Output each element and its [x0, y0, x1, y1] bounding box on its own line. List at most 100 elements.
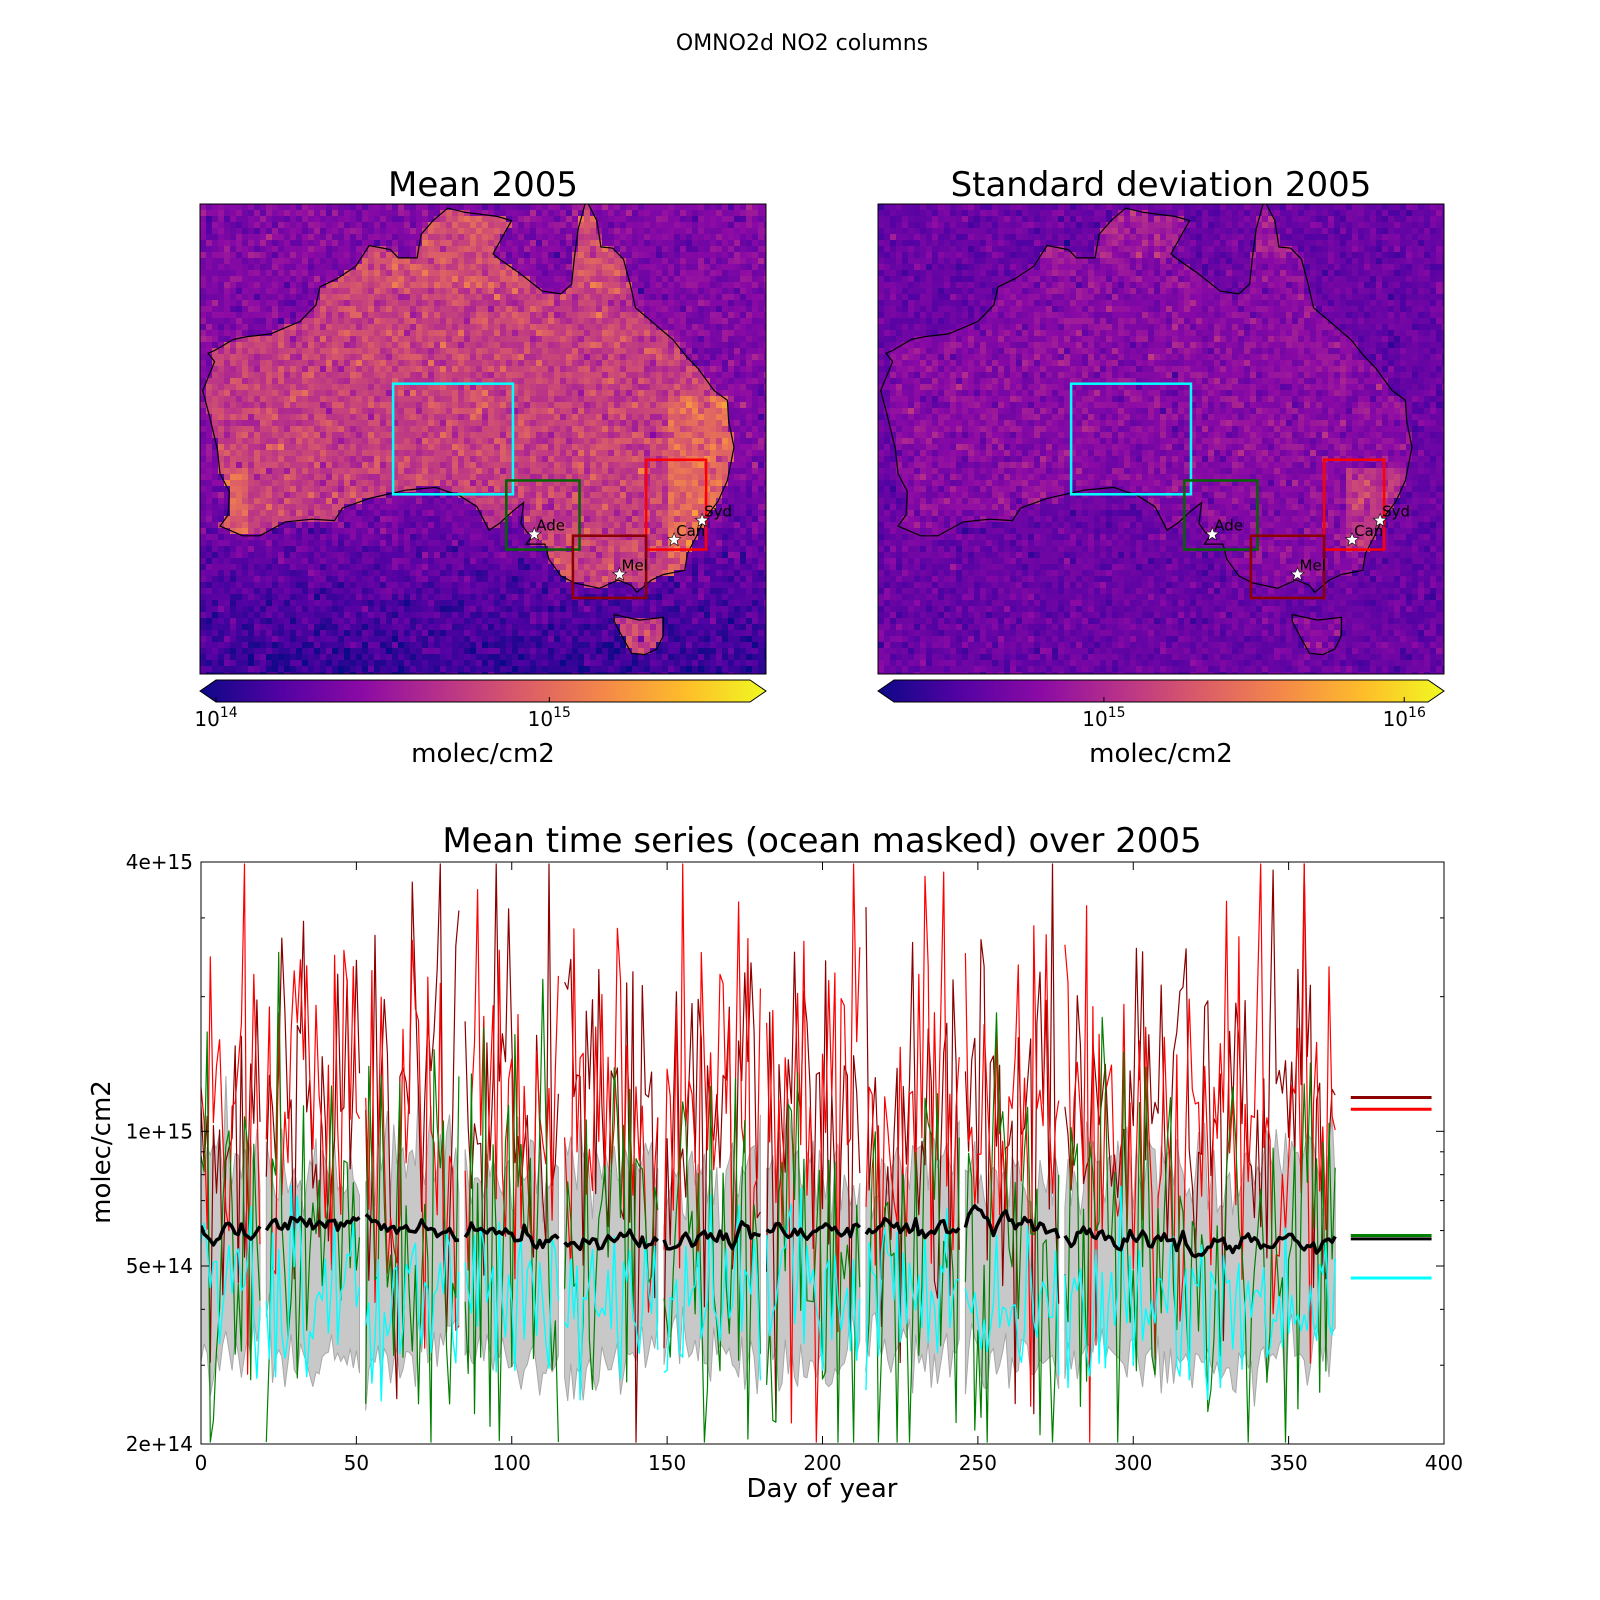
series-line-2 — [766, 1072, 861, 1443]
y-axis-label: molec/cm2 — [87, 1080, 117, 1224]
x-tick-label: 200 — [803, 1451, 841, 1475]
city-marker-ade — [1204, 526, 1220, 541]
y-tick-label: 1e+15 — [126, 1119, 193, 1143]
city-marker-can — [1344, 532, 1360, 547]
timeseries-plot — [201, 863, 1337, 1443]
city-label-ade: Ade — [1214, 516, 1243, 534]
city-label-mel: Mel — [622, 556, 648, 574]
colorbar-tick-label: 1016 — [1383, 705, 1426, 731]
x-tick-label: 0 — [195, 1451, 208, 1475]
timeseries-title: Mean time series (ocean masked) over 200… — [442, 821, 1201, 861]
stddev-map-frame — [877, 203, 1445, 675]
x-axis-label: Day of year — [747, 1474, 898, 1504]
city-marker-syd — [694, 512, 710, 527]
x-tick-label: 350 — [1270, 1451, 1308, 1475]
mean-colorbar: 1014 1015 — [194, 679, 767, 731]
coastline-tasmania — [613, 613, 665, 656]
series-line-0 — [464, 863, 559, 1276]
coastline-mainland — [202, 204, 735, 594]
series-line-4 — [563, 1228, 660, 1252]
series-line-4 — [364, 1213, 460, 1243]
city-label-syd: Syd — [704, 503, 732, 521]
series-line-0 — [766, 951, 861, 1422]
city-marker-syd — [1372, 512, 1388, 527]
x-tick-label: 300 — [1114, 1451, 1152, 1475]
series-line-3 — [765, 1187, 861, 1371]
series-line-3 — [563, 1235, 659, 1401]
series-line-2 — [865, 1092, 960, 1443]
series-line-1 — [964, 925, 1060, 1407]
series-line-3 — [663, 1194, 762, 1381]
series-line-3 — [1064, 1185, 1336, 1401]
mean-colorbar-label: molec/cm2 — [411, 739, 555, 769]
series-line-3 — [865, 1207, 960, 1391]
colorbar-bar — [199, 679, 767, 703]
region-box-0 — [391, 382, 515, 496]
coastline-tasmania — [1291, 613, 1343, 656]
y-tick-label: 5e+14 — [126, 1254, 193, 1278]
series-line-4 — [264, 1215, 361, 1232]
city-label-syd: Syd — [1382, 503, 1410, 521]
colorbar-tick-label: 1015 — [1082, 705, 1125, 731]
coastline-mainland — [880, 204, 1413, 594]
x-tick-label: 150 — [648, 1451, 686, 1475]
series-line-2 — [663, 1077, 761, 1443]
series-line-2 — [201, 1031, 261, 1443]
region-box-1 — [1183, 479, 1259, 551]
series-line-2 — [365, 1049, 460, 1443]
city-marker-can — [666, 532, 682, 547]
series-line-4 — [864, 1216, 961, 1240]
series-line-4 — [662, 1220, 761, 1251]
region-box-3 — [571, 534, 648, 600]
series-line-3 — [201, 1206, 261, 1379]
city-label-mel: Mel — [1300, 556, 1326, 574]
region-box-2 — [644, 458, 708, 551]
x-tick-label: 250 — [959, 1451, 997, 1475]
city-marker-mel — [1290, 566, 1305, 581]
series-mean-markers — [1350, 1096, 1432, 1280]
figure-suptitle: OMNO2d NO2 columns — [676, 31, 928, 56]
series-line-1 — [1064, 863, 1336, 1443]
x-tick-label: 50 — [344, 1451, 369, 1475]
series-line-4 — [463, 1221, 560, 1250]
city-marker-ade — [526, 526, 542, 541]
series-line-1 — [663, 863, 761, 1286]
timeseries-panel: Mean time series (ocean masked) over 200… — [87, 821, 1463, 1504]
colorbar-bar — [877, 679, 1445, 703]
stddev-colorbar-label: molec/cm2 — [1089, 739, 1233, 769]
series-line-2 — [464, 978, 559, 1443]
city-label-ade: Ade — [536, 516, 565, 534]
colorbar-tick-label: 1015 — [528, 705, 571, 731]
series-line-1 — [365, 939, 460, 1349]
colorbar-tick-label: 1014 — [194, 705, 237, 731]
series-line-4 — [963, 1204, 1061, 1239]
series-line-2 — [964, 1012, 1060, 1443]
series-line-1 — [464, 889, 559, 1280]
x-tick-label: 100 — [493, 1451, 531, 1475]
series-line-3 — [365, 1232, 460, 1402]
series-line-2 — [265, 951, 361, 1443]
city-marker-mel — [612, 566, 627, 581]
stddev-colorbar: 1015 1016 — [877, 679, 1445, 731]
timeseries-axes: 0 50 100 150 200 250 300 350 400 4e+15 1e+15 5e+14 2… — [126, 850, 1463, 1475]
series-line-0 — [265, 920, 361, 1280]
y-tick-label: 2e+14 — [126, 1432, 193, 1456]
mean-map-title: Mean 2005 — [388, 165, 578, 205]
series-line-4 — [201, 1221, 262, 1247]
series-line-0 — [201, 999, 261, 1363]
x-tick-label: 400 — [1425, 1451, 1463, 1475]
series-line-3 — [464, 1221, 560, 1373]
y-tick-label: 4e+15 — [126, 850, 193, 874]
series-line-0 — [564, 958, 659, 1443]
series-line-3 — [964, 1224, 1060, 1375]
mean-map-frame — [199, 203, 767, 675]
stddev-map-title: Standard deviation 2005 — [951, 165, 1372, 205]
series-line-4 — [1063, 1225, 1337, 1259]
region-box-2 — [1322, 458, 1386, 551]
series-line-1 — [766, 863, 861, 1443]
